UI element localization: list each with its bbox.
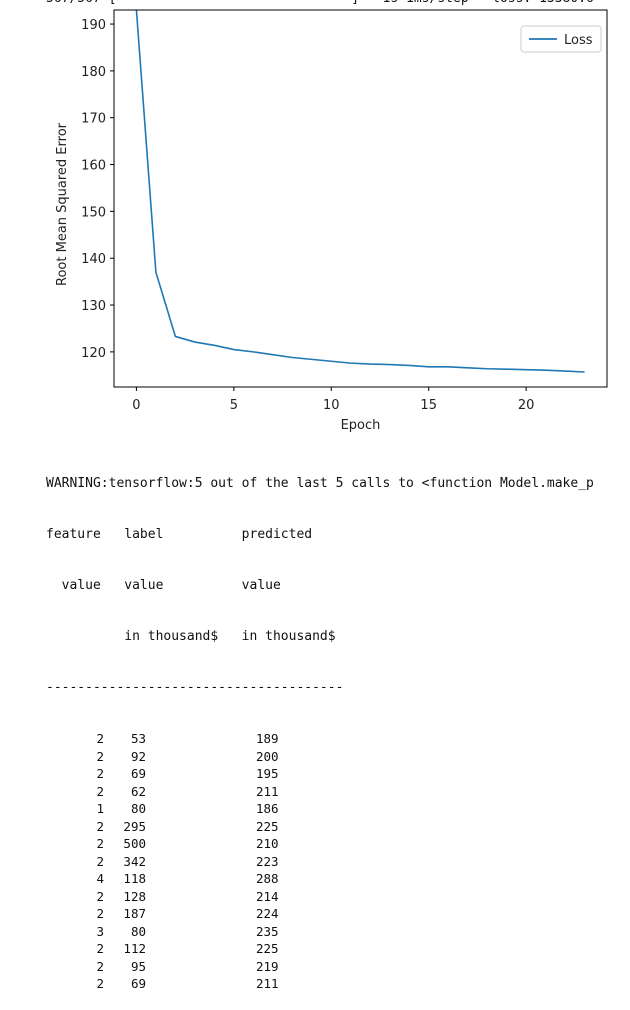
cell-predicted: 210 [256,836,279,851]
y-tick-label: 130 [81,299,106,314]
cell-feature: 2 [96,853,104,869]
table-row: 2 53 189 [46,730,594,748]
cell-predicted: 219 [256,958,279,974]
y-tick-label: 180 [81,65,106,80]
cell-predicted: 288 [256,871,279,886]
cell-predicted: 214 [256,888,279,904]
cell-predicted: 223 [256,853,279,869]
x-axis-label: Epoch [341,418,381,433]
y-tick-label: 190 [81,18,106,33]
x-tick-label: 5 [230,398,238,413]
x-tick-label: 20 [518,398,535,413]
cell-label: 500 [123,836,146,851]
cell-label: 53 [130,731,146,746]
y-tick-label: 120 [81,346,106,361]
cell-feature: 2 [96,783,104,799]
table-header-line-1: feature label predicted [46,527,313,542]
y-axis-label: Root Mean Squared Error [55,122,70,286]
x-tick-label: 15 [420,398,437,413]
cell-label: 342 [123,853,146,869]
cell-label: 62 [130,783,146,799]
cell-feature: 3 [96,923,104,939]
cell-label: 80 [130,923,146,939]
cell-predicted: 189 [256,731,279,746]
y-tick-label: 160 [81,159,106,174]
cell-feature: 2 [96,976,104,991]
cell-label: 118 [123,871,146,886]
cell-feature: 2 [96,888,104,904]
cell-predicted: 235 [256,923,279,939]
table-header-line-2: value value value [46,578,281,593]
cell-predicted: 211 [256,783,279,799]
loss-series-line [135,10,585,373]
warning-line: WARNING:tensorflow:5 out of the last 5 c… [46,476,594,491]
cell-feature: 2 [96,766,104,781]
cell-label: 112 [123,941,146,956]
table-row: 2 500 210 [46,835,594,853]
plot-frame [113,9,608,388]
table-row: 2 342 223 [46,853,594,871]
cell-feature: 2 [96,906,104,921]
x-tick-label: 0 [132,398,140,413]
y-tick-label: 170 [81,112,106,127]
cell-label: 128 [123,888,146,904]
table-row: 2 69 195 [46,765,594,783]
cell-predicted: 200 [256,748,279,764]
x-tick-label: 10 [323,398,340,413]
table-body: 2 53 189 2 92 200 2 69 195 2 62 211 1 80 186 2 295 225 2 50… [46,730,594,993]
table-row: 2 95 219 [46,958,594,976]
table-divider: -------------------------------------- [46,680,344,695]
table-row: 2 62 211 [46,783,594,801]
cell-label: 92 [130,748,146,764]
cell-label: 95 [130,958,146,974]
cell-feature: 2 [96,818,104,834]
cell-label: 69 [130,766,146,781]
table-row: 2 295 225 [46,818,594,836]
cell-predicted: 211 [256,976,279,991]
y-tick-label: 150 [81,205,106,220]
table-row: 2 128 214 [46,888,594,906]
loss-chart: 0 5 10 15 20 120 130 140 150 160 170 180 190 Epoch Roo… [55,9,608,433]
cell-label: 295 [123,818,146,834]
cell-predicted: 224 [256,906,279,921]
table-header-line-3: in thousand$ in thousand$ [46,629,336,644]
cell-label: 80 [130,801,146,816]
table-row: 4 118 288 [46,870,594,888]
table-row: 3 80 235 [46,923,594,941]
table-row: 1 80 186 [46,800,594,818]
console-output: WARNING:tensorflow:5 out of the last 5 c… [46,441,594,1010]
legend-label: Loss [564,33,593,48]
cell-feature: 2 [96,941,104,956]
cell-feature: 4 [96,871,104,886]
cell-predicted: 195 [256,766,279,781]
cell-predicted: 186 [256,801,279,816]
cell-feature: 2 [96,731,104,746]
y-tick-label: 140 [81,252,106,267]
console-progress-line: 567/567 [==============================]… [46,0,594,7]
cell-predicted: 225 [256,818,279,834]
cell-feature: 2 [96,748,104,764]
table-row: 2 69 211 [46,975,594,993]
cell-label: 187 [123,906,146,921]
cell-label: 69 [130,976,146,991]
cell-feature: 1 [96,801,104,816]
table-row: 2 112 225 [46,940,594,958]
cell-predicted: 225 [256,941,279,956]
cell-feature: 2 [96,836,104,851]
table-row: 2 92 200 [46,748,594,766]
table-row: 2 187 224 [46,905,594,923]
legend-box [520,25,602,53]
cell-feature: 2 [96,958,104,974]
